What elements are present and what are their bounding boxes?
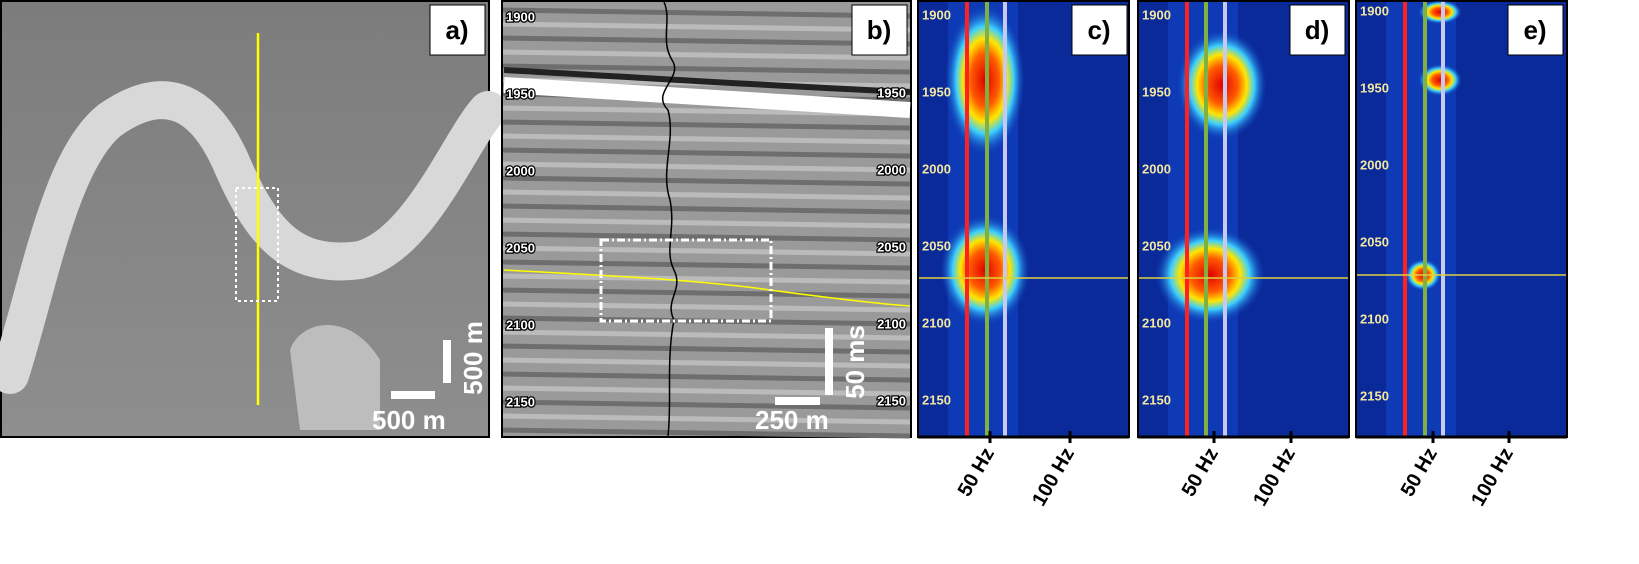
stripe bbox=[502, 385, 911, 397]
reflector bbox=[503, 67, 911, 95]
panel-e: 1900 1950 2000 2050 2100 2150 50 Hz 100 Hz bbox=[1355, 0, 1568, 510]
stripe bbox=[502, 161, 911, 173]
label-box bbox=[851, 4, 908, 56]
panel-label: d) bbox=[1305, 15, 1330, 45]
time-label: 2000 bbox=[506, 163, 535, 178]
time-label: 2150 bbox=[877, 393, 906, 408]
scale-bar bbox=[775, 397, 820, 405]
stripe bbox=[502, 7, 911, 19]
stripe bbox=[502, 357, 911, 369]
label-box bbox=[1289, 4, 1346, 56]
reflector bbox=[503, 77, 911, 118]
time-label: 2100 bbox=[1360, 311, 1389, 326]
stripe bbox=[502, 63, 911, 75]
freq-label: 50 Hz bbox=[1397, 444, 1442, 500]
freq-label: 100 Hz bbox=[1467, 444, 1518, 510]
time-label: 1900 bbox=[1142, 7, 1171, 22]
time-label: 2000 bbox=[877, 162, 906, 177]
label-box bbox=[1507, 4, 1564, 56]
box bbox=[599, 238, 773, 323]
time-label: 1950 bbox=[506, 86, 535, 101]
time-label: 2150 bbox=[922, 392, 951, 407]
stripe bbox=[502, 413, 911, 425]
stripe bbox=[502, 301, 911, 313]
scale-bar bbox=[443, 340, 451, 383]
stripe bbox=[502, 133, 911, 145]
stripe bbox=[502, 147, 911, 159]
horizon bbox=[503, 269, 911, 307]
panel-label: a) bbox=[445, 15, 468, 45]
panel-label: e) bbox=[1523, 15, 1546, 45]
body bbox=[290, 325, 380, 430]
stripe bbox=[502, 427, 911, 439]
stripe bbox=[502, 399, 911, 411]
scale-bar bbox=[391, 391, 435, 399]
scale-label: 500 m bbox=[372, 405, 446, 435]
panel-b: 250 m 50 ms 1900190019501950200020002050… bbox=[501, 0, 912, 439]
scale-bar bbox=[825, 328, 833, 395]
time-label: 1950 bbox=[1142, 84, 1171, 99]
stripe bbox=[502, 35, 911, 47]
time-label: 1950 bbox=[877, 85, 906, 100]
time-label: 2100 bbox=[1142, 315, 1171, 330]
time-label: 1950 bbox=[922, 84, 951, 99]
stripe bbox=[502, 343, 911, 355]
stripe bbox=[502, 329, 911, 341]
channel bbox=[0, 81, 507, 394]
trace bbox=[661, 1, 678, 437]
time-label: 2150 bbox=[506, 394, 535, 409]
stripe bbox=[502, 273, 911, 285]
time-label: 2100 bbox=[877, 316, 906, 331]
time-label: 2100 bbox=[506, 317, 535, 332]
energy-blob bbox=[1177, 30, 1267, 140]
panel-label: c) bbox=[1087, 15, 1110, 45]
stripe bbox=[502, 259, 911, 271]
panel-a: 500 m 500 m bbox=[0, 0, 507, 438]
stripe bbox=[502, 231, 911, 243]
stripe bbox=[502, 119, 911, 131]
time-label: 1900 bbox=[1360, 3, 1389, 18]
scale-label: 50 ms bbox=[840, 325, 870, 399]
stripe bbox=[502, 203, 911, 215]
time-label: 2100 bbox=[922, 315, 951, 330]
time-label: 2000 bbox=[922, 161, 951, 176]
time-label: 1900 bbox=[506, 9, 535, 24]
time-label: 2050 bbox=[1360, 234, 1389, 249]
stripe bbox=[502, 49, 911, 61]
stripe bbox=[502, 245, 911, 257]
stripe bbox=[502, 21, 911, 33]
time-label: 2050 bbox=[877, 239, 906, 254]
freq-label: 50 Hz bbox=[954, 444, 999, 500]
time-label: 2050 bbox=[922, 238, 951, 253]
stripe bbox=[502, 175, 911, 187]
panel-d: 1900 1950 2000 2050 2100 2150 50 Hz 100 Hz bbox=[1137, 0, 1350, 510]
energy-blob bbox=[1418, 0, 1462, 24]
panel-label: b) bbox=[867, 15, 892, 45]
label-box bbox=[1071, 4, 1128, 56]
stripe bbox=[502, 217, 911, 229]
label-box bbox=[429, 4, 486, 56]
freq-label: 100 Hz bbox=[1249, 444, 1300, 510]
time-label: 1900 bbox=[922, 7, 951, 22]
time-label: 1950 bbox=[1360, 80, 1389, 95]
time-label: 2150 bbox=[1142, 392, 1171, 407]
scale-label: 500 m bbox=[458, 321, 488, 395]
energy-blob bbox=[1418, 64, 1462, 96]
stripe bbox=[502, 189, 911, 201]
stripe bbox=[502, 371, 911, 383]
time-label: 2050 bbox=[506, 240, 535, 255]
energy-blob bbox=[1155, 227, 1265, 323]
time-label: 2050 bbox=[1142, 238, 1171, 253]
box bbox=[235, 187, 279, 302]
freq-label: 100 Hz bbox=[1028, 444, 1079, 510]
scale-label: 250 m bbox=[755, 405, 829, 435]
time-label: 2150 bbox=[1360, 388, 1389, 403]
stripe bbox=[502, 287, 911, 299]
time-label: 2000 bbox=[1360, 157, 1389, 172]
panel-c: 1900 1950 2000 2050 2100 2150 50 Hz 100 Hz bbox=[917, 0, 1130, 510]
freq-label: 50 Hz bbox=[1178, 444, 1223, 500]
time-label: 2000 bbox=[1142, 161, 1171, 176]
